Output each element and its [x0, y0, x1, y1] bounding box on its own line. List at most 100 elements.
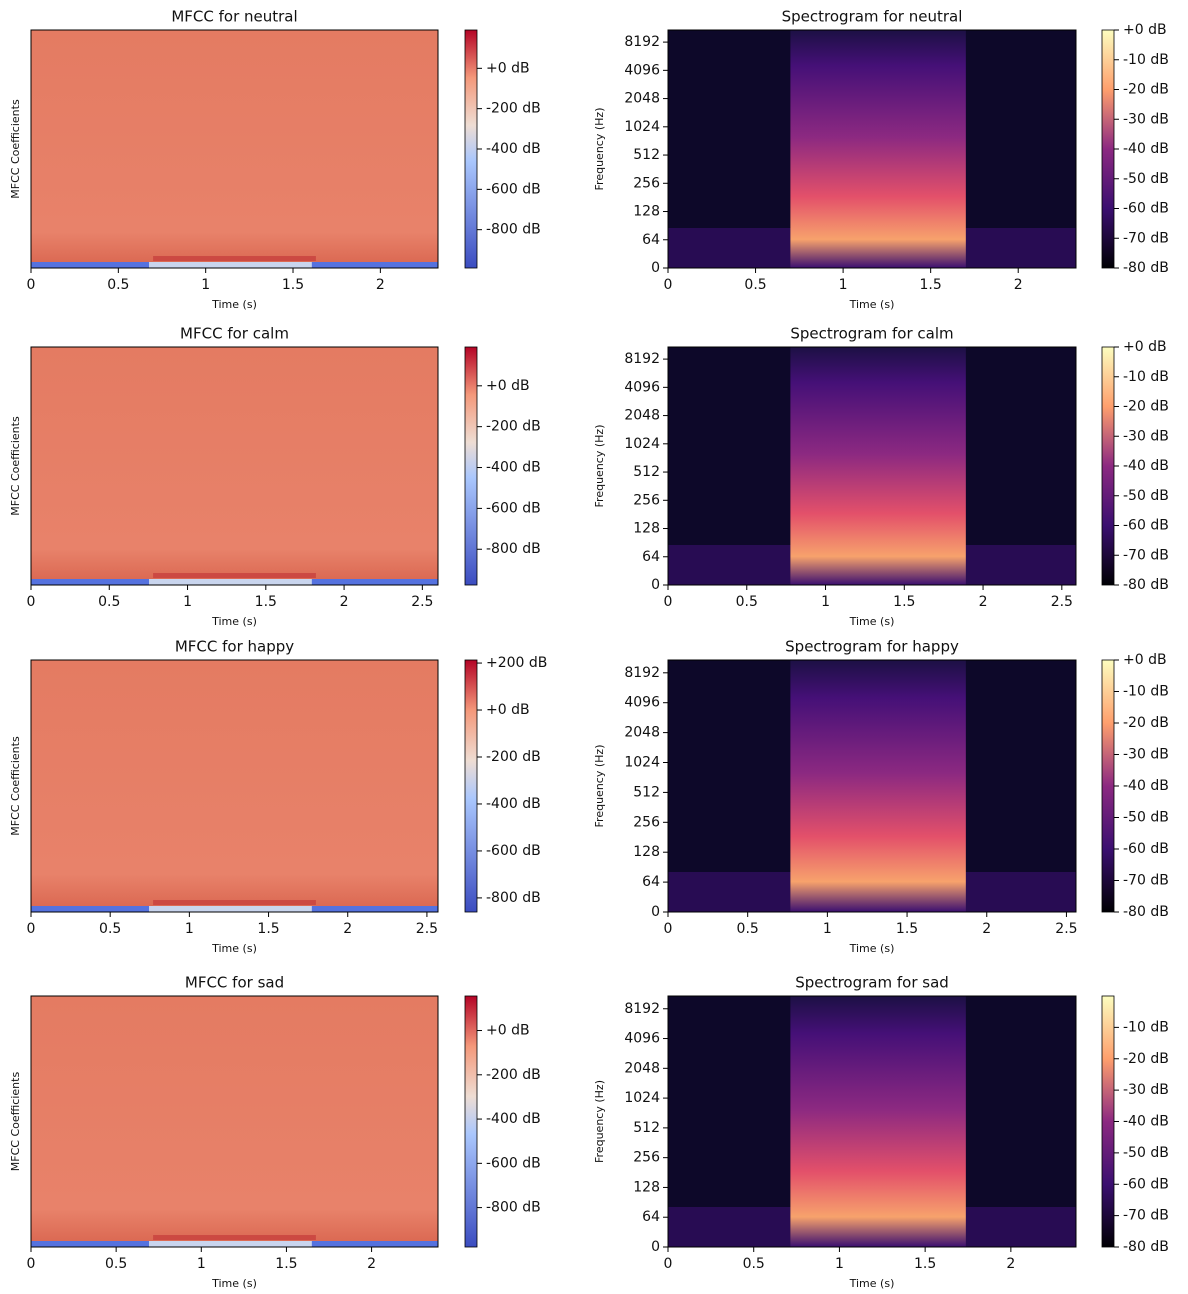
x-tick-label: 1: [201, 277, 210, 293]
y-tick-label: 4096: [624, 379, 660, 395]
colorbar-tick-label: -30 dB: [1123, 747, 1169, 763]
colorbar: [1101, 995, 1115, 1248]
colorbar-tick-label: +0 dB: [1123, 339, 1167, 355]
x-tick-label: 0: [27, 594, 36, 610]
x-tick-label: 1: [185, 921, 194, 937]
x-tick-label: 2: [367, 1256, 376, 1272]
x-tick-label: 2: [1006, 1256, 1015, 1272]
colorbar-tick-label: -200 dB: [486, 749, 541, 765]
x-tick-label: 2.5: [1051, 594, 1073, 610]
colorbar-tick-label: -10 dB: [1123, 369, 1169, 385]
y-tick-label: 64: [642, 874, 660, 890]
colorbar-tick-label: -20 dB: [1123, 715, 1169, 731]
x-tick-label: 1.5: [893, 594, 915, 610]
heatmap-image: [153, 900, 316, 905]
plot-frame: [667, 995, 1077, 1248]
colorbar-tick-label: -80 dB: [1123, 1239, 1169, 1255]
y-axis-label: Frequency (Hz): [593, 745, 606, 828]
colorbar-tick-label: -80 dB: [1123, 904, 1169, 920]
x-tick-label: 2: [340, 594, 349, 610]
x-tick-label: 1: [197, 1256, 206, 1272]
plot-frame: [667, 29, 1077, 269]
colorbar-tick-label: -800 dB: [486, 1200, 541, 1216]
chart-title: MFCC for happy: [175, 638, 294, 656]
x-tick-label: 0.5: [737, 921, 759, 937]
y-tick-label: 8192: [624, 665, 660, 681]
colorbar-tick-label: -800 dB: [486, 890, 541, 906]
chart-title: Spectrogram for calm: [790, 325, 953, 343]
colorbar-tick-label: +0 dB: [1123, 22, 1167, 38]
colorbar-tick-label: -10 dB: [1123, 684, 1169, 700]
x-tick-label: 1.5: [257, 921, 279, 937]
x-tick-label: 1.5: [920, 277, 942, 293]
x-tick-label: 0: [664, 594, 673, 610]
y-axis-label: Frequency (Hz): [593, 425, 606, 508]
colorbar-tick-label: +0 dB: [486, 60, 530, 76]
y-tick-label: 256: [633, 175, 660, 191]
x-tick-label: 1: [835, 1256, 844, 1272]
colorbar-tick-label: -20 dB: [1123, 399, 1169, 415]
chart-title: Spectrogram for sad: [795, 974, 949, 992]
y-tick-label: 0: [651, 1239, 660, 1255]
y-tick-label: 64: [642, 232, 660, 248]
heatmap-image: [790, 347, 966, 585]
x-axis-label: Time (s): [211, 1277, 257, 1290]
chart-title: Spectrogram for neutral: [782, 8, 963, 26]
y-tick-label: 0: [651, 260, 660, 276]
colorbar-tick-label: -200 dB: [486, 1067, 541, 1083]
x-axis-label: Time (s): [211, 942, 257, 955]
colorbar-tick-label: -60 dB: [1123, 201, 1169, 217]
colorbar-tick-label: -600 dB: [486, 843, 541, 859]
y-tick-label: 0: [651, 904, 660, 920]
x-tick-label: 2: [1014, 277, 1023, 293]
x-axis-label: Time (s): [849, 615, 895, 628]
x-tick-label: 1.5: [896, 921, 918, 937]
colorbar-tick-label: -60 dB: [1123, 1176, 1169, 1192]
y-tick-label: 2048: [624, 91, 660, 107]
colorbar-tick-label: -70 dB: [1123, 873, 1169, 889]
colorbar-tick-label: -10 dB: [1123, 52, 1169, 68]
plot-frame: [30, 995, 439, 1248]
x-tick-label: 1: [823, 921, 832, 937]
y-tick-label: 2048: [624, 408, 660, 424]
plot-frame: [667, 346, 1077, 586]
y-axis-label: Frequency (Hz): [593, 1080, 606, 1163]
plot-frame: [30, 29, 439, 269]
heatmap-image: [790, 660, 966, 912]
colorbar-tick-label: +0 dB: [486, 1023, 530, 1039]
y-tick-label: 1024: [624, 119, 660, 135]
x-tick-label: 2.5: [1055, 921, 1077, 937]
colorbar-tick-label: -400 dB: [486, 1111, 541, 1127]
heatmap-image: [31, 660, 438, 912]
y-tick-label: 64: [642, 1209, 660, 1225]
colorbar-tick-label: +200 dB: [486, 655, 547, 671]
y-tick-label: 0: [651, 577, 660, 593]
heatmap-image: [31, 996, 438, 1247]
y-tick-label: 256: [633, 492, 660, 508]
colorbar-tick-label: -400 dB: [486, 460, 541, 476]
colorbar-tick-label: -40 dB: [1123, 778, 1169, 794]
x-tick-label: 0: [27, 277, 36, 293]
heatmap-image: [31, 347, 438, 585]
x-tick-label: 2: [982, 921, 991, 937]
colorbar-tick-label: -40 dB: [1123, 458, 1169, 474]
y-tick-label: 2048: [624, 1060, 660, 1076]
chart-title: MFCC for sad: [185, 974, 284, 992]
x-tick-label: 2.5: [411, 594, 433, 610]
heatmap-image: [149, 262, 312, 268]
colorbar-tick-label: -30 dB: [1123, 111, 1169, 127]
colorbar-tick-label: -50 dB: [1123, 171, 1169, 187]
y-tick-label: 4096: [624, 695, 660, 711]
x-axis-label: Time (s): [211, 615, 257, 628]
x-tick-label: 0: [664, 921, 673, 937]
y-axis-label: MFCC Coefficients: [9, 99, 22, 199]
colorbar-tick-label: -60 dB: [1123, 518, 1169, 534]
heatmap-image: [149, 1241, 312, 1247]
y-tick-label: 8192: [624, 351, 660, 367]
colorbar-tick-label: -200 dB: [486, 419, 541, 435]
heatmap-image: [153, 1235, 316, 1240]
x-axis-label: Time (s): [211, 298, 257, 311]
y-axis-label: Frequency (Hz): [593, 108, 606, 191]
